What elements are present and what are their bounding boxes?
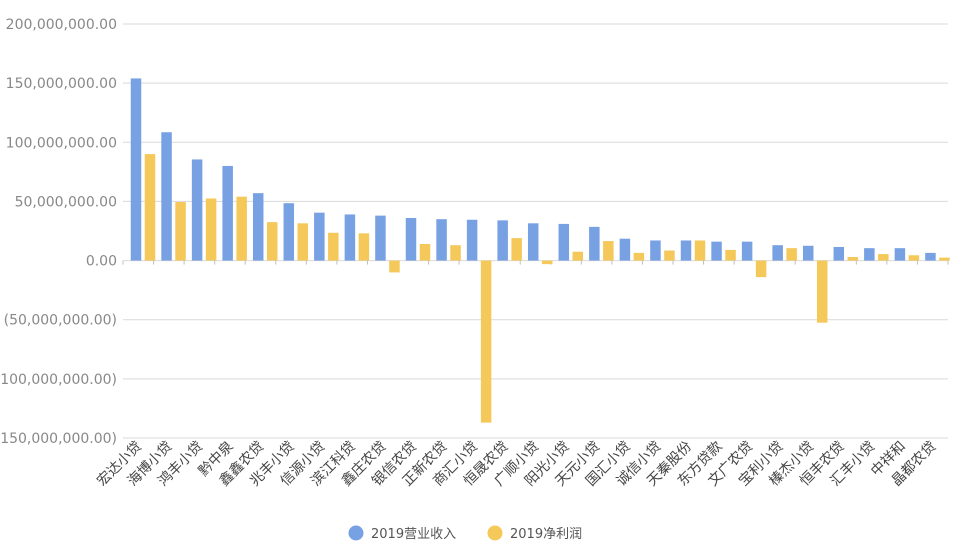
revenue-bar-19 [680, 240, 692, 261]
legend-label: 2019净利润 [510, 527, 582, 542]
profit-bar-2 [175, 202, 186, 261]
profit-bar-21 [755, 260, 767, 278]
profit-bar-23 [816, 260, 828, 323]
profit-bar-27 [939, 257, 950, 261]
revenue-bar-5 [252, 193, 264, 261]
revenue-bar-16 [589, 226, 600, 261]
revenue-bar-26 [894, 248, 906, 261]
profit-bar-25 [878, 254, 889, 261]
revenue-bar-8 [344, 214, 356, 261]
y-tick-label: 0.00 [86, 254, 117, 270]
profit-bar-7 [328, 232, 339, 261]
revenue-bar-18 [650, 240, 661, 261]
y-tick-label: (100,000,000.00) [0, 372, 117, 388]
revenue-bar-20 [711, 241, 722, 261]
profit-bar-19 [694, 240, 706, 261]
y-axis-ticks: 200,000,000.00 150,000,000.00 100,000,000.… [0, 17, 117, 447]
revenue-bar-25 [864, 248, 875, 261]
revenue-bar-2 [161, 132, 172, 261]
revenue-bar-27 [925, 252, 936, 261]
profit-bar-4 [236, 196, 247, 261]
revenue-bar-3 [191, 159, 203, 261]
profit-bar-3 [205, 198, 217, 261]
profit-bar-9 [389, 260, 400, 273]
revenue-bar-6 [283, 203, 295, 261]
profit-bar-16 [603, 241, 614, 261]
y-tick-label: (50,000,000.00) [4, 313, 117, 329]
revenue-bar-15 [558, 223, 570, 261]
profit-bar-13 [511, 238, 522, 261]
profit-bar-17 [633, 252, 645, 261]
profit-bar-11 [450, 245, 461, 261]
revenue-bar-7 [314, 212, 325, 261]
y-tick-label: 200,000,000.00 [6, 17, 117, 33]
profit-bar-5 [266, 222, 278, 261]
revenue-bar-13 [497, 220, 508, 261]
profit-bar-18 [664, 250, 675, 261]
profit-bar-1 [144, 154, 156, 261]
revenue-bar-12 [466, 219, 478, 261]
y-tick-label: 100,000,000.00 [6, 135, 117, 151]
revenue-bar-4 [222, 165, 233, 261]
legend-label: 2019营业收入 [371, 527, 456, 542]
y-tick-label: 50,000,000.00 [15, 194, 117, 210]
x-axis-ticks: 宏达小贷海博小贷鸿丰小贷黔中泉鑫鑫农贷兆丰小贷信源小贷滨江科贷鑫庄农贷银信农贷正… [94, 438, 939, 490]
revenue-bar-14 [527, 223, 539, 261]
y-tick-label: (150,000,000.00) [0, 431, 117, 447]
profit-bar-10 [419, 244, 431, 261]
y-tick-label: 150,000,000.00 [6, 76, 117, 92]
revenue-bar-10 [405, 217, 417, 261]
revenue-bar-21 [741, 241, 753, 261]
revenue-bar-17 [619, 238, 631, 261]
legend: 2019营业收入 2019净利润 [348, 525, 582, 542]
profit-bar-14 [541, 260, 553, 265]
profit-bar-12 [480, 260, 492, 423]
profit-bar-22 [786, 248, 797, 261]
profit-bar-6 [297, 223, 309, 261]
revenue-bar-1 [130, 78, 142, 261]
revenue-bar-22 [772, 245, 783, 261]
revenue-bar-11 [436, 219, 447, 261]
revenue-bar-23 [802, 245, 814, 261]
profit-bar-20 [725, 249, 736, 261]
revenue-bar-9 [375, 215, 386, 261]
legend-marker [348, 525, 364, 541]
profit-bar-24 [847, 257, 859, 261]
profit-bar-15 [572, 251, 584, 261]
revenue-bar-24 [833, 246, 845, 261]
profit-bar-8 [358, 233, 370, 261]
bars [130, 78, 950, 423]
legend-marker [487, 525, 503, 541]
profit-bar-26 [908, 255, 920, 261]
